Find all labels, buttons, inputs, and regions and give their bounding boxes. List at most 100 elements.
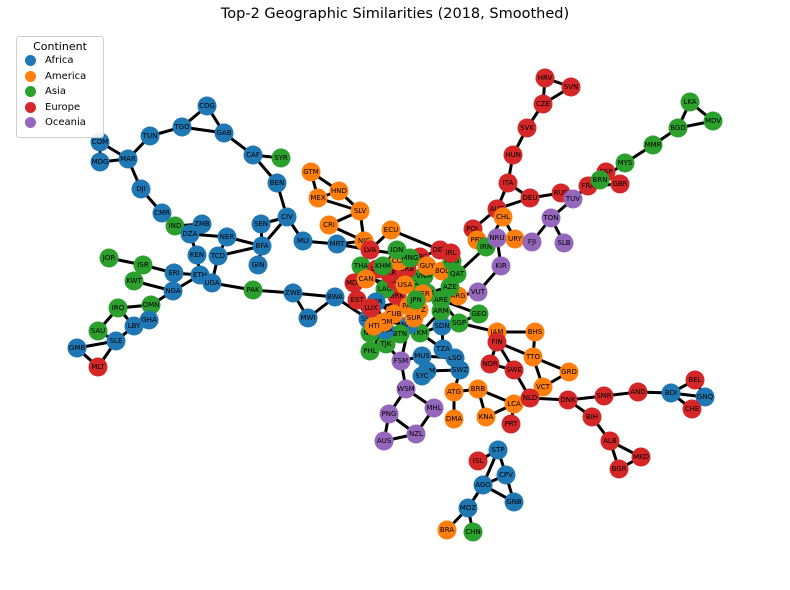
node-label: NLD [523, 394, 538, 402]
node-label: STP [492, 446, 505, 454]
node-label: ESP [599, 168, 612, 176]
node-jor: JOR [99, 248, 119, 268]
node-marker [67, 338, 87, 358]
node-marker [480, 354, 500, 374]
node-label: VUT [471, 288, 486, 296]
node-ind: IND [165, 216, 185, 236]
node-label: SLB [557, 239, 570, 247]
node-slv: SLV [350, 201, 370, 221]
node-mli: MLI [293, 231, 313, 251]
node-marker [202, 273, 222, 293]
node-label: MUS [414, 352, 430, 360]
node-label: COL [392, 257, 406, 265]
node-label: MDV [705, 117, 721, 125]
node-label: MRT [330, 240, 345, 248]
node-label: IRN [480, 243, 492, 251]
node-label: AUS [377, 437, 392, 445]
node-marker [124, 271, 144, 291]
node-brn: BRN [590, 170, 610, 190]
node-label: LKA [683, 98, 696, 106]
node-label: VCT [536, 383, 551, 391]
node-ury: URY [505, 229, 525, 249]
node-label: MLI [297, 237, 309, 245]
legend-label: Africa [45, 55, 74, 67]
node-label: MEX [310, 194, 325, 202]
node-label: JOR [102, 254, 116, 262]
node-label: CHE [685, 405, 700, 413]
node-ecu: ECU [381, 220, 401, 240]
node-dma: DMA [444, 409, 464, 429]
node-marker [541, 208, 561, 228]
node-marker [140, 126, 160, 146]
legend-label: Europe [45, 101, 81, 113]
node-geo: GEO [469, 304, 489, 324]
node-ken: KEN [187, 245, 207, 265]
node-marker [165, 216, 185, 236]
node-marker [106, 331, 126, 351]
node-label: KNA [479, 413, 494, 421]
node-label: BHS [528, 328, 543, 336]
node-bwa: BWA [325, 287, 345, 307]
node-label: FIN [491, 338, 502, 346]
node-aus: AUS [374, 431, 394, 451]
node-label: CHL [496, 213, 510, 221]
node-label: SWE [506, 366, 522, 374]
node-cog: COG [197, 96, 217, 116]
node-mkd: MKD [631, 447, 651, 467]
node-lby: LBY [124, 316, 144, 336]
node-marker [208, 246, 228, 266]
node-marker [558, 390, 578, 410]
node-marker [404, 308, 424, 328]
legend-marker-icon [25, 55, 36, 67]
node-label: IND [169, 222, 182, 230]
node-label: POL [466, 225, 480, 233]
node-label: CIV [281, 213, 293, 221]
node-label: SVN [564, 83, 578, 91]
node-label: TJK [380, 340, 392, 348]
node-svn: SVN [561, 77, 581, 97]
node-marker [468, 379, 488, 399]
node-marker [437, 520, 457, 540]
node-marker [615, 153, 635, 173]
node-marker [643, 135, 663, 155]
node-marker [267, 173, 287, 193]
node-label: MKD [633, 453, 649, 461]
node-label: MDA [346, 279, 362, 287]
node-marker [373, 256, 393, 276]
node-irl: IRL [441, 243, 461, 263]
node-label: TON [542, 214, 558, 222]
node-deu: DEU [520, 188, 540, 208]
node-marker [469, 304, 489, 324]
node-gmb: GMB [67, 338, 87, 358]
node-marker [187, 245, 207, 265]
node-label: ETH [193, 271, 207, 279]
node-marker [163, 281, 183, 301]
node-label: JPN [409, 296, 422, 304]
legend-item-oceania: Oceania [17, 115, 103, 131]
node-label: ERI [168, 269, 179, 277]
node-marker [504, 492, 524, 512]
node-label: GBR [612, 180, 627, 188]
node-hnd: HND [329, 181, 349, 201]
node-ben: BEN [267, 173, 287, 193]
node-marker [406, 290, 426, 310]
node-label: LSO [448, 354, 462, 362]
node-marker [468, 282, 488, 302]
node-label: ISL [473, 457, 484, 465]
node-atg: ATG [444, 382, 464, 402]
node-marker [293, 231, 313, 251]
node-slb: SLB [554, 233, 574, 253]
node-label: HND [331, 187, 347, 195]
node-label: GNB [506, 498, 522, 506]
node-label: TCD [210, 252, 225, 260]
node-label: TUV [565, 195, 580, 203]
node-marker [391, 351, 411, 371]
legend-label: Oceania [45, 117, 86, 129]
node-marker [197, 96, 217, 116]
node-label: TKM [412, 329, 428, 337]
node-fin: FIN [487, 332, 507, 352]
node-hti: HTI [364, 316, 384, 336]
node-sau: SAU [88, 321, 108, 341]
node-mex: MEX [308, 188, 328, 208]
node-marker [308, 188, 328, 208]
